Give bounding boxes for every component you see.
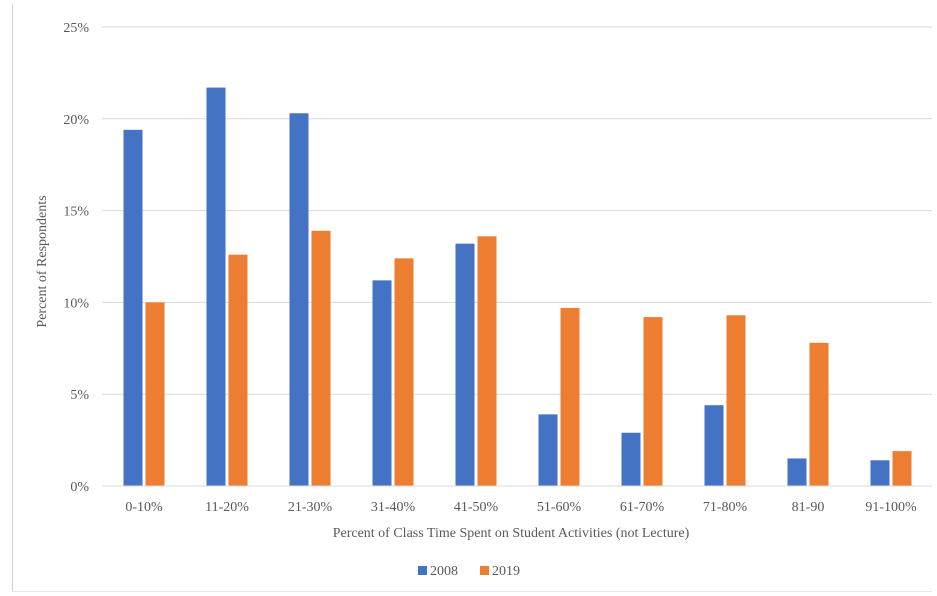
bar-2019-31-40% [394, 258, 414, 486]
bar-2019-51-60% [560, 307, 580, 486]
bar-2019-91-100% [892, 451, 912, 486]
legend-swatch-2008 [418, 566, 427, 575]
x-tick-label: 81-90 [792, 500, 825, 515]
bar-2008-0-10% [123, 129, 143, 487]
x-axis-title: Percent of Class Time Spent on Student A… [333, 526, 690, 541]
bar-2019-41-50% [477, 236, 497, 486]
x-tick-label: 71-80% [703, 500, 748, 515]
bars [123, 87, 912, 487]
x-tick-label: 41-50% [454, 500, 499, 515]
x-tick-label: 51-60% [537, 500, 582, 515]
bar-2008-21-30% [289, 113, 309, 487]
bar-2019-71-80% [726, 315, 746, 486]
x-tick-label: 11-20% [205, 500, 249, 515]
y-axis-ticks: 0% 5% 10% 15% 20% 25% [63, 21, 89, 495]
chart-frame [12, 4, 932, 592]
bar-2019-81-90 [809, 342, 829, 486]
legend-label-2019: 2019 [492, 564, 520, 579]
bar-2008-11-20% [206, 87, 226, 486]
y-tick-label: 5% [70, 388, 89, 403]
bar-2008-41-50% [455, 243, 475, 486]
bar-2008-61-70% [621, 432, 641, 486]
x-tick-label: 61-70% [620, 500, 665, 515]
bar-2019-11-20% [228, 254, 248, 486]
bar-2008-31-40% [372, 280, 392, 486]
legend-swatch-2019 [480, 566, 489, 575]
y-tick-label: 15% [63, 205, 89, 220]
y-tick-label: 10% [63, 296, 89, 311]
legend: 2008 2019 [418, 564, 520, 579]
bar-2008-51-60% [538, 414, 558, 486]
x-tick-label: 31-40% [371, 500, 416, 515]
x-tick-label: 91-100% [865, 500, 917, 515]
y-tick-label: 20% [63, 113, 89, 128]
y-axis-title: Percent of Respondents [35, 195, 50, 327]
x-axis-ticks: 0-10% 11-20% 21-30% 31-40% 41-50% 51-60% 61-70… [125, 500, 917, 515]
bar-2008-81-90 [787, 458, 807, 486]
bar-2008-71-80% [704, 405, 724, 486]
y-tick-label: 0% [70, 480, 89, 495]
bar-2019-21-30% [311, 230, 331, 486]
bar-2019-61-70% [643, 317, 663, 486]
y-tick-label: 25% [63, 21, 89, 36]
gridlines [102, 26, 932, 395]
bar-2019-0-10% [145, 302, 165, 486]
bar-2008-91-100% [870, 460, 890, 486]
legend-label-2008: 2008 [430, 564, 458, 579]
x-tick-label: 21-30% [288, 500, 333, 515]
x-tick-label: 0-10% [125, 500, 163, 515]
